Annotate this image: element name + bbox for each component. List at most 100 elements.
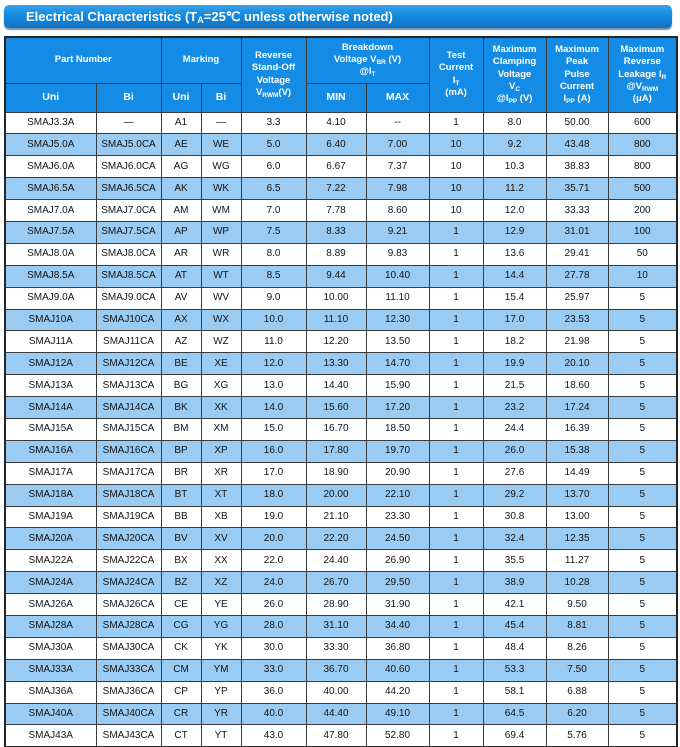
cell: 30.8 — [482, 505, 547, 529]
cell: 15.60 — [305, 396, 367, 419]
cell: SMAJ36A — [4, 680, 97, 704]
cell: 14.49 — [545, 461, 609, 485]
cell: SMAJ22CA — [95, 549, 162, 573]
cell: SMAJ12CA — [95, 352, 162, 376]
cell: XM — [200, 417, 242, 441]
cell: 40.0 — [240, 702, 307, 726]
cell: SMAJ20CA — [95, 527, 162, 551]
cell: 31.90 — [365, 593, 430, 616]
cell: 10 — [428, 155, 484, 179]
cell: 5 — [607, 461, 678, 485]
cell: 15.0 — [240, 417, 307, 441]
cell: 16.39 — [545, 417, 609, 441]
cell: 64.5 — [482, 702, 547, 726]
cell: SMAJ8.5A — [4, 264, 97, 288]
cell: 7.50 — [545, 658, 609, 682]
cell: 6.5 — [240, 177, 307, 201]
cell: 22.0 — [240, 549, 307, 573]
cell: 13.6 — [482, 242, 547, 266]
cell: 17.0 — [482, 308, 547, 332]
cell: 48.4 — [482, 636, 547, 660]
cell: 1 — [428, 483, 484, 507]
header-bi-marking: Bi — [200, 82, 242, 113]
cell: SMAJ40CA — [95, 702, 162, 726]
cell: 12.0 — [482, 199, 547, 222]
cell: 1 — [428, 396, 484, 419]
cell: CM — [160, 658, 202, 682]
cell: 1 — [428, 614, 484, 638]
cell: 7.37 — [365, 155, 430, 179]
cell: YG — [200, 614, 242, 638]
cell: 10 — [607, 264, 678, 288]
cell: SMAJ7.0A — [4, 199, 97, 222]
cell: 33.30 — [305, 636, 367, 660]
table-row: SMAJ18A SMAJ18CA BT XT 18.0 20.00 22.10 1 29.2 13… — [4, 483, 678, 507]
cell: 14.70 — [365, 352, 430, 376]
cell: 13.30 — [305, 352, 367, 376]
cell: SMAJ15CA — [95, 417, 162, 441]
cell: SMAJ6.5CA — [95, 177, 162, 201]
cell: SMAJ33CA — [95, 658, 162, 682]
cell: 1 — [428, 330, 484, 354]
cell: 8.89 — [305, 242, 367, 266]
cell: 8.33 — [305, 220, 367, 244]
table-row: SMAJ17A SMAJ17CA BR XR 17.0 18.90 20.90 1 27.6 14… — [4, 461, 678, 485]
cell: 800 — [607, 133, 678, 157]
cell: 100 — [607, 220, 678, 244]
cell: SMAJ26A — [4, 593, 97, 616]
cell: 22.20 — [305, 527, 367, 551]
table-row: SMAJ40A SMAJ40CA CR YR 40.0 44.40 49.10 1 64.5 6.… — [4, 702, 678, 726]
cell: 23.2 — [482, 396, 547, 419]
cell: 4.10 — [305, 111, 367, 135]
cell: 9.0 — [240, 286, 307, 310]
table-row: SMAJ36A SMAJ36CA CP YP 36.0 40.00 44.20 1 58.1 6.… — [4, 680, 678, 704]
table-row: SMAJ12A SMAJ12CA BE XE 12.0 13.30 14.70 1 19.9 20… — [4, 352, 678, 376]
cell: 21.98 — [545, 330, 609, 354]
cell: SMAJ6.5A — [4, 177, 97, 201]
cell: 1 — [428, 593, 484, 616]
table-row: SMAJ11A SMAJ11CA AZ WZ 11.0 12.20 13.50 1 18.2 21… — [4, 330, 678, 354]
cell: 43.48 — [545, 133, 609, 157]
header-peak-pulse-current: Maximum Peak Pulse Current IPP (A) — [545, 36, 609, 113]
cell: 15.38 — [545, 439, 609, 463]
cell: SMAJ11A — [4, 330, 97, 354]
cell: 1 — [428, 242, 484, 266]
cell: 26.0 — [240, 593, 307, 616]
cell: XE — [200, 352, 242, 376]
cell: CR — [160, 702, 202, 726]
table-row: SMAJ30A SMAJ30CA CK YK 30.0 33.30 36.80 1 48.4 8.… — [4, 636, 678, 660]
cell: SMAJ17A — [4, 461, 97, 485]
header-breakdown-voltage: Breakdown Voltage VBR (V) @IT — [305, 36, 430, 84]
cell: SMAJ19CA — [95, 505, 162, 529]
cell: SMAJ3.3A — [4, 111, 97, 135]
table-row: SMAJ3.3A — A1—3.3 4.10 -- 1 8.0 50.00 600 — [4, 111, 678, 135]
cell: 1 — [428, 461, 484, 485]
cell: SMAJ17CA — [95, 461, 162, 485]
cell: 23.53 — [545, 308, 609, 332]
cell: 18.60 — [545, 374, 609, 398]
cell: -- — [365, 111, 430, 135]
cell: 38.83 — [545, 155, 609, 179]
cell: CG — [160, 614, 202, 638]
cell: 18.90 — [305, 461, 367, 485]
cell: SMAJ16A — [4, 439, 97, 463]
cell: 7.98 — [365, 177, 430, 201]
cell: 35.5 — [482, 549, 547, 573]
cell: 27.6 — [482, 461, 547, 485]
cell: 31.10 — [305, 614, 367, 638]
cell: 53.3 — [482, 658, 547, 682]
header-reverse-leakage: Maximum Reverse Leakage IR @VRWM (μA) — [607, 36, 678, 113]
cell: 6.88 — [545, 680, 609, 704]
cell: AX — [160, 308, 202, 332]
cell: WZ — [200, 330, 242, 354]
cell: 29.41 — [545, 242, 609, 266]
cell: 49.10 — [365, 702, 430, 726]
cell: 7.00 — [365, 133, 430, 157]
cell: 8.60 — [365, 199, 430, 222]
cell: 27.78 — [545, 264, 609, 288]
cell: 5 — [607, 374, 678, 398]
cell: BB — [160, 505, 202, 529]
cell: 21.10 — [305, 505, 367, 529]
cell: BM — [160, 417, 202, 441]
cell: 12.20 — [305, 330, 367, 354]
